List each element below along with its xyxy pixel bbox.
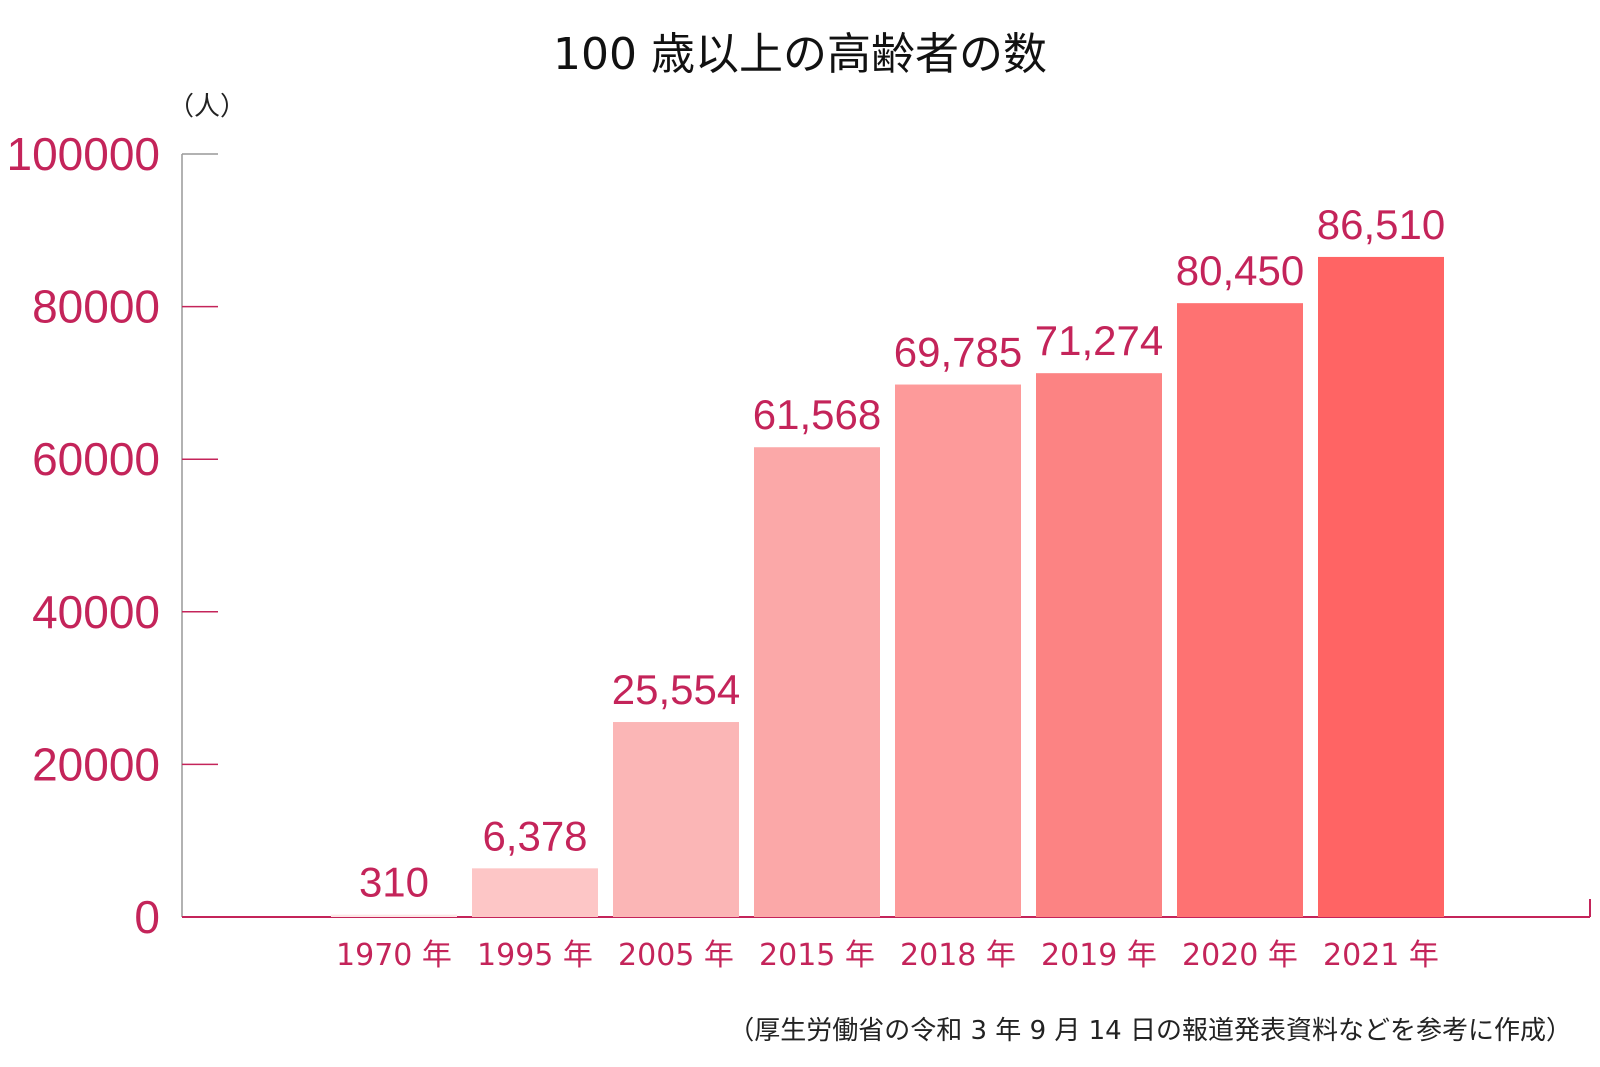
- y-tick-label: 80000: [32, 281, 160, 333]
- bar: [1177, 303, 1303, 917]
- data-label: 80,450: [1176, 247, 1304, 294]
- x-tick-label: 1970 年: [336, 938, 452, 973]
- bar: [895, 384, 1021, 918]
- x-tick-label: 2018 年: [900, 938, 1016, 973]
- y-tick-label: 100000: [7, 128, 161, 180]
- data-label: 86,510: [1317, 201, 1445, 248]
- data-label: 61,568: [753, 391, 881, 438]
- x-tick-label: 2015 年: [759, 938, 875, 973]
- data-labels: 310 6,378 25,554 61,568 69,785 71,274 80,450 86…: [359, 201, 1445, 906]
- y-tick-label: 60000: [32, 433, 160, 485]
- x-axis-ticks: 1970 年 1995 年 2005 年 2015 年 2018 年 2019 年 2020…: [336, 938, 1439, 973]
- data-label: 6,378: [482, 812, 587, 859]
- source-note: （厚生労働省の令和 3 年 9 月 14 日の報道発表資料などを参考に作成）: [728, 1016, 1572, 1046]
- y-axis-ticks: 0 20000 40000 60000 80000 100000: [7, 128, 218, 943]
- bars: [331, 256, 1444, 918]
- bar: [1036, 373, 1162, 917]
- bar: [613, 722, 739, 917]
- data-label: 310: [359, 859, 429, 906]
- x-tick-label: 1995 年: [477, 938, 593, 973]
- y-tick-label: 0: [134, 891, 160, 943]
- y-tick-label: 40000: [32, 586, 160, 638]
- x-tick-label: 2019 年: [1041, 938, 1157, 973]
- y-axis-unit-label: （人）: [168, 92, 247, 122]
- bar: [1318, 256, 1444, 917]
- bar: [754, 447, 880, 917]
- x-tick-label: 2020 年: [1182, 938, 1298, 973]
- y-tick-label: 20000: [32, 738, 160, 790]
- data-label: 25,554: [612, 666, 740, 713]
- bar: [331, 914, 457, 917]
- x-tick-label: 2005 年: [618, 938, 734, 973]
- chart-title: 100 歳以上の高齢者の数: [553, 29, 1047, 80]
- bar: [472, 868, 598, 917]
- data-label: 69,785: [894, 329, 1022, 376]
- x-tick-label: 2021 年: [1323, 938, 1439, 973]
- data-label: 71,274: [1035, 317, 1163, 364]
